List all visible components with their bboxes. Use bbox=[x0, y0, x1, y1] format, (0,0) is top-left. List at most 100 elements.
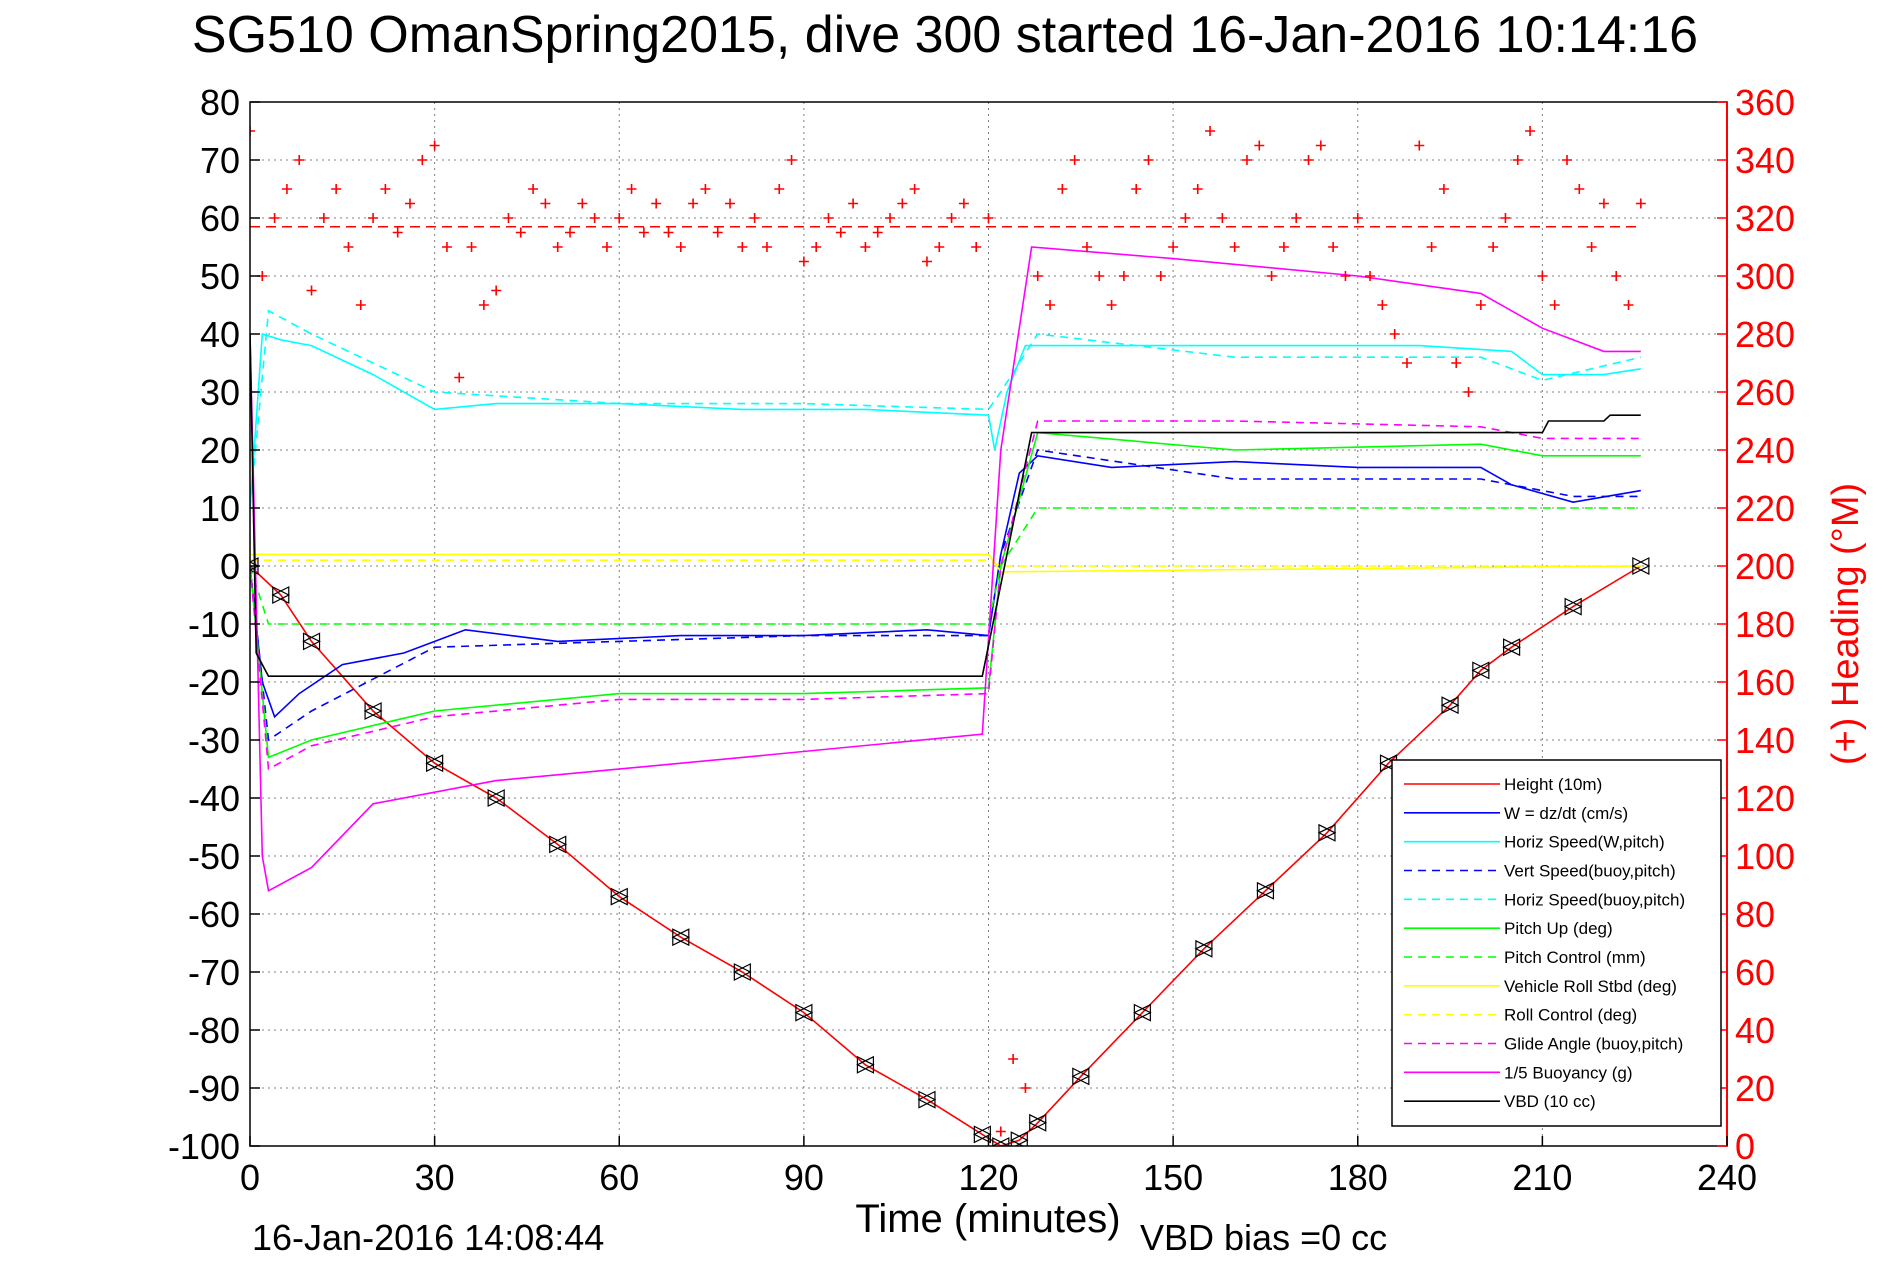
heading-point bbox=[1266, 271, 1277, 281]
legend-label: Vert Speed(buoy,pitch) bbox=[1504, 862, 1676, 881]
x-axis-ticks: 0 30 60 90 120 150 180 210 240 bbox=[240, 1136, 1757, 1198]
heading-point bbox=[1463, 387, 1474, 397]
y2-tick-label: 140 bbox=[1735, 720, 1795, 761]
y2-tick-label: 40 bbox=[1735, 1010, 1775, 1051]
chart-title: SG510 OmanSpring2015, dive 300 started 1… bbox=[192, 6, 1698, 64]
heading-point bbox=[491, 285, 502, 296]
heading-point bbox=[331, 184, 342, 194]
heading-point bbox=[1586, 242, 1597, 252]
heading-point bbox=[1168, 242, 1179, 252]
heading-point bbox=[848, 198, 859, 209]
y-tick-label: 20 bbox=[200, 430, 240, 471]
x-axis-label: Time (minutes) bbox=[855, 1197, 1120, 1241]
height-marker bbox=[1028, 1113, 1048, 1132]
height-marker bbox=[1502, 638, 1521, 657]
height-marker bbox=[548, 835, 568, 854]
height-marker bbox=[973, 1125, 992, 1144]
height-marker bbox=[302, 632, 321, 651]
height-marker bbox=[486, 789, 506, 807]
heading-point bbox=[626, 184, 637, 194]
heading-point bbox=[1131, 184, 1142, 194]
heading-point bbox=[675, 242, 686, 252]
heading-point bbox=[885, 213, 896, 223]
heading-point bbox=[712, 227, 723, 238]
heading-point bbox=[946, 213, 957, 223]
y-tick-label: -20 bbox=[188, 662, 240, 703]
y2-axis-label: (+) Heading (°M) bbox=[1825, 483, 1867, 765]
heading-point bbox=[1291, 213, 1302, 223]
series-line-11 bbox=[250, 333, 1641, 678]
x-tick-label: 180 bbox=[1328, 1157, 1388, 1198]
heading-point bbox=[515, 227, 526, 238]
heading-point bbox=[897, 198, 908, 209]
heading-point bbox=[798, 256, 809, 267]
heading-point bbox=[1438, 184, 1449, 194]
heading-point bbox=[294, 155, 305, 165]
legend-label: Horiz Speed(W,pitch) bbox=[1504, 833, 1665, 852]
heading-point bbox=[540, 198, 551, 209]
heading-point bbox=[577, 198, 588, 209]
heading-point bbox=[589, 213, 600, 223]
heading-point bbox=[565, 227, 576, 238]
heading-point bbox=[1365, 271, 1376, 281]
heading-point bbox=[306, 285, 317, 296]
heading-point bbox=[1241, 155, 1252, 165]
heading-point bbox=[1328, 242, 1339, 252]
heading-point bbox=[1192, 184, 1203, 194]
height-marker bbox=[1440, 696, 1460, 715]
heading-point bbox=[860, 242, 871, 252]
y-axis-ticks: -100-90-80-70-60-50-40-30-20-10010203040… bbox=[168, 82, 260, 1167]
heading-point bbox=[1205, 126, 1216, 136]
heading-point bbox=[1635, 198, 1646, 209]
y-tick-label: -30 bbox=[188, 720, 240, 761]
height-marker bbox=[1071, 1067, 1091, 1086]
heading-point bbox=[688, 198, 699, 209]
height-marker bbox=[425, 754, 444, 773]
heading-point bbox=[1475, 300, 1486, 310]
y-tick-label: -90 bbox=[188, 1068, 240, 1109]
heading-point bbox=[503, 213, 514, 223]
heading-point bbox=[1561, 155, 1572, 165]
legend-label: Roll Control (deg) bbox=[1504, 1006, 1637, 1025]
series-line-9 bbox=[250, 420, 1641, 771]
heading-point bbox=[405, 198, 416, 209]
y2-tick-label: 200 bbox=[1735, 546, 1795, 587]
height-marker bbox=[794, 1003, 814, 1022]
heading-point bbox=[1611, 271, 1622, 281]
height-marker bbox=[732, 963, 752, 981]
heading-point bbox=[1143, 155, 1154, 165]
heading-point bbox=[1278, 242, 1289, 252]
heading-point bbox=[1525, 126, 1536, 136]
height-marker bbox=[671, 928, 691, 947]
height-marker bbox=[1631, 557, 1651, 575]
heading-point bbox=[1623, 300, 1634, 310]
series-line-2 bbox=[250, 332, 1641, 509]
height-marker bbox=[856, 1055, 875, 1074]
heading-point bbox=[614, 213, 625, 223]
series-layer bbox=[250, 126, 1651, 1146]
y2-tick-label: 300 bbox=[1735, 256, 1795, 297]
height-marker bbox=[609, 887, 629, 906]
x-tick-label: 0 bbox=[240, 1157, 260, 1198]
y2-tick-label: 260 bbox=[1735, 372, 1795, 413]
heading-point bbox=[1032, 271, 1043, 281]
heading-point bbox=[934, 242, 945, 252]
legend-label: Vehicle Roll Stbd (deg) bbox=[1504, 977, 1677, 996]
x-tick-label: 30 bbox=[415, 1157, 455, 1198]
y2-tick-label: 220 bbox=[1735, 488, 1795, 529]
y2-tick-label: 160 bbox=[1735, 662, 1795, 703]
heading-point bbox=[1377, 300, 1388, 310]
heading-point bbox=[250, 126, 255, 136]
y2-axis-ticks: 0 20 40 60 80 100 120 140 160 180 200 220 240 260 280 3… bbox=[1717, 82, 1795, 1167]
y-tick-label: -10 bbox=[188, 604, 240, 645]
y-tick-label: 70 bbox=[200, 140, 240, 181]
heading-point bbox=[638, 227, 649, 238]
heading-point bbox=[811, 242, 822, 252]
legend-label: Glide Angle (buoy,pitch) bbox=[1504, 1035, 1683, 1054]
legend-label: Pitch Up (deg) bbox=[1504, 919, 1613, 938]
heading-point bbox=[1069, 155, 1080, 165]
footer-timestamp: 16-Jan-2016 14:08:44 bbox=[252, 1217, 604, 1258]
series-line-6 bbox=[250, 507, 1641, 625]
heading-point bbox=[1574, 184, 1585, 194]
